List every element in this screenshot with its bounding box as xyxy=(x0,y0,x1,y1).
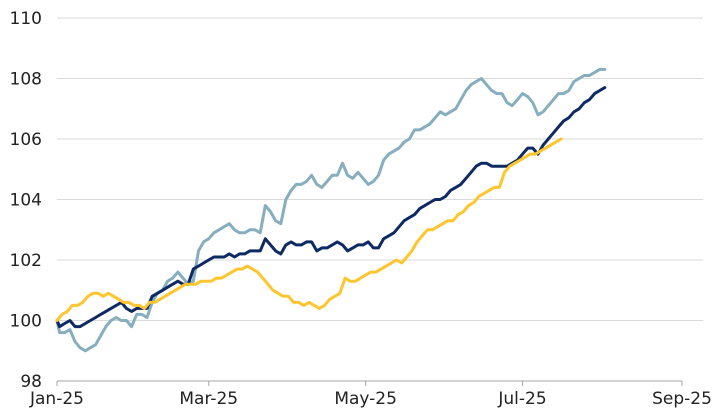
y-tick-label: 102 xyxy=(10,251,42,271)
x-tick-label: Mar-25 xyxy=(179,389,238,409)
y-tick-label: 104 xyxy=(10,191,42,211)
y-tick-label: 110 xyxy=(10,9,42,29)
y-tick-label: 108 xyxy=(10,70,42,90)
x-tick-label: May-25 xyxy=(334,389,397,409)
series-line-1 xyxy=(55,86,607,329)
x-tick-label: Jul-25 xyxy=(497,389,546,409)
y-axis-tick-labels: 98 100 102 104 106 108 110 xyxy=(10,9,42,392)
series-line-0 xyxy=(55,67,607,353)
series-line-2 xyxy=(55,137,563,322)
y-tick-label: 100 xyxy=(10,312,42,332)
y-tick-label: 98 xyxy=(20,372,42,392)
x-tick-label: Jan-25 xyxy=(29,389,84,409)
x-axis: Jan-25 Mar-25 May-25 Jul-25 Sep-25 xyxy=(29,380,712,409)
data-series xyxy=(55,67,607,353)
y-tick-label: 106 xyxy=(10,130,42,150)
x-tick-label: Sep-25 xyxy=(652,389,712,409)
horizontal-gridlines xyxy=(57,17,703,321)
